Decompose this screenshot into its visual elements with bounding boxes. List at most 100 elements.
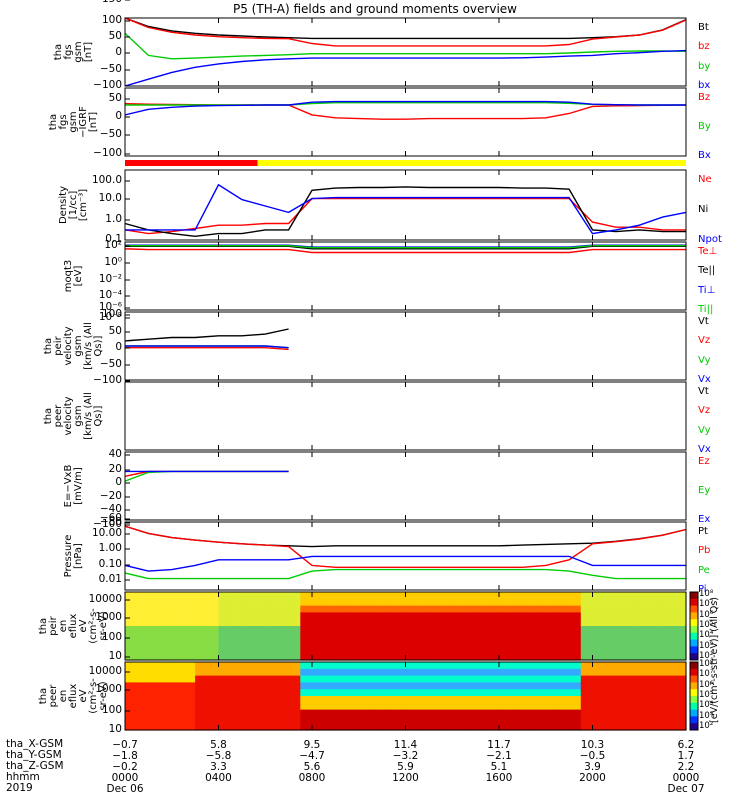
x-row-label: 2019 <box>6 782 33 794</box>
colorbar-tick: 10² <box>699 721 714 731</box>
y-tick-label: 0 <box>115 341 122 353</box>
series-fgs-gsm-bt <box>124 17 687 40</box>
colorbar-tick: 10⁵ <box>699 690 714 700</box>
x-row-value: −2.1 <box>486 750 512 762</box>
legend-efield-1: Ey <box>698 485 711 496</box>
y-tick-label: −50 <box>99 128 122 140</box>
x-row-value: −0.7 <box>112 739 138 751</box>
x-row-value: 11.7 <box>487 739 511 751</box>
legend-peer-velocity-2: Vy <box>698 424 711 436</box>
mode-bar-red <box>125 160 258 166</box>
y-tick-label: 0 <box>115 46 122 58</box>
colorbar-label: [eV/(cm²-s-str-eV)] (All Qs) <box>709 597 720 723</box>
legend-efield-0: Ez <box>698 456 710 467</box>
series-peir-velocity-vx <box>125 345 289 349</box>
colorbar-tick: 10² <box>699 651 714 661</box>
x-row-value: 1.7 <box>677 750 695 762</box>
y-axis-label-peir-eflux: tha peir en eflux eV (cm²-s-sr-eV) <box>38 592 109 660</box>
colorbar-1 <box>689 661 699 731</box>
x-row-value: 11.4 <box>393 739 418 751</box>
y-tick-label: −20 <box>99 490 122 502</box>
legend-density-2: Npot <box>698 234 722 245</box>
y-axis-label-line: [cm⁻³] <box>78 188 89 222</box>
x-row-label: tha_X-GSM <box>6 738 64 750</box>
y-tick-label: 10⁻⁸ <box>98 311 122 323</box>
y-axis-label-line: [km/s (All Qs)] <box>83 392 104 440</box>
legend-pressure-1: Pb <box>698 545 711 557</box>
y-tick-label: 10000 <box>88 593 122 605</box>
y-axis-label-peir-velocity: tha peir velocity gsm [km/s (All Qs)] <box>43 312 104 380</box>
colorbar-tick: 10⁴ <box>699 630 714 641</box>
legend-density-0: Ne <box>698 174 712 185</box>
y-axis-label-line: [mV/m] <box>73 467 84 505</box>
panel-frame-peer-velocity <box>124 381 687 451</box>
y-tick-label: 1.00 <box>98 542 122 554</box>
y-axis-label-fgs-gsm-igrf: tha fgs gsm −IGRF [nT] <box>44 88 104 156</box>
y-axis-label-line: [nPa] <box>73 543 84 569</box>
y-tick-label: 10 <box>108 723 122 735</box>
series-temperature-te <box>124 248 686 254</box>
y-axis-label-peer-eflux: tha peer en eflux eV (cm²-s-sr-eV) <box>38 662 109 730</box>
series-fgs-gsm-by <box>124 32 687 60</box>
x-row-value: 1600 <box>485 772 513 784</box>
legend-pressure-3: Pi <box>698 584 707 595</box>
legend-temperature-0: Te⊥ <box>698 246 718 257</box>
legend-fgs-gsm-igrf-1: By <box>698 121 711 132</box>
y-tick-label: 100 <box>101 308 122 320</box>
x-row-value: −5.8 <box>205 750 232 762</box>
series-density-ne <box>124 197 686 235</box>
y-axis-label-density: Density [1/cc] [cm⁻³] <box>44 170 104 240</box>
y-tick-label: −50 <box>99 63 122 75</box>
y-tick-label: 0.10 <box>98 558 122 570</box>
legend-temperature-3: Ti|| <box>698 304 714 315</box>
y-tick-label: 100.0 <box>91 174 122 186</box>
y-tick-label: 1000 <box>95 683 122 695</box>
y-tick-label: 10000 <box>88 665 122 677</box>
y-axis-label-line: [nT] <box>83 41 94 63</box>
y-tick-label: 0 <box>115 476 122 488</box>
x-row-value: 2000 <box>579 772 606 784</box>
y-axis-label-fgs-gsm: tha fgs gsm [nT] <box>44 18 104 86</box>
legend-fgs-gsm-igrf-0: Bz <box>698 92 711 103</box>
legend-density-1: Ni <box>698 204 709 215</box>
x-row-label: hhmm <box>6 771 40 783</box>
x-row-value: 2.2 <box>677 761 695 773</box>
panel-frame-density <box>124 169 687 241</box>
y-tick-label: −100 <box>93 147 122 159</box>
colorbar-tick: 10³ <box>699 710 714 721</box>
series-fgs-gsm-igrf-bx <box>124 100 686 116</box>
colorbar-tick: 10⁸ <box>699 589 714 599</box>
x-row-value: Dec 07 <box>667 783 705 795</box>
legend-fgs-gsm-2: by <box>698 60 711 72</box>
y-tick-label: −100 <box>93 79 122 91</box>
colorbar-tick: 10⁴ <box>699 700 714 711</box>
y-tick-label: 10⁻⁴ <box>98 289 122 301</box>
y-tick-label: 10.00 <box>91 527 122 539</box>
x-row-value: 9.5 <box>303 739 321 751</box>
colorbar-tick: 10⁶ <box>699 679 714 690</box>
x-row-value: 0000 <box>672 772 700 784</box>
y-tick-label: 10⁻⁶ <box>98 301 122 313</box>
series-density-ni <box>124 186 686 238</box>
y-tick-label: 10 <box>108 650 122 662</box>
y-axis-label-pressure: Pressure [nPa] <box>44 522 104 590</box>
spectrogram-peer <box>125 662 687 731</box>
y-tick-label: 1000 <box>95 611 122 623</box>
legend-fgs-gsm-1: bz <box>698 41 710 53</box>
x-row-label: tha_Z-GSM <box>6 760 64 772</box>
series-pressure-pi <box>124 555 686 572</box>
spectrogram-peir <box>125 592 687 661</box>
y-tick-label: 1.0 <box>105 213 122 225</box>
series-peir-velocity-vt <box>124 328 289 342</box>
x-row-value: 5.1 <box>490 761 508 773</box>
y-tick-label: −40 <box>99 503 122 515</box>
y-tick-label: 0.01 <box>98 573 122 585</box>
y-axis-label-peer-velocity: tha peer velocity gsm [km/s (All Qs)] <box>43 382 104 450</box>
colorbar-tick: 10⁷ <box>699 669 714 680</box>
y-tick-label: 10⁻² <box>98 273 122 285</box>
x-row-value: 10.3 <box>580 739 605 751</box>
legend-peir-velocity-3: Vx <box>698 374 711 385</box>
y-axis-label-temperature: moqt3 [eV] <box>44 242 104 310</box>
y-tick-label: 10.0 <box>98 192 122 204</box>
legend-pressure-0: Pt <box>698 526 708 537</box>
